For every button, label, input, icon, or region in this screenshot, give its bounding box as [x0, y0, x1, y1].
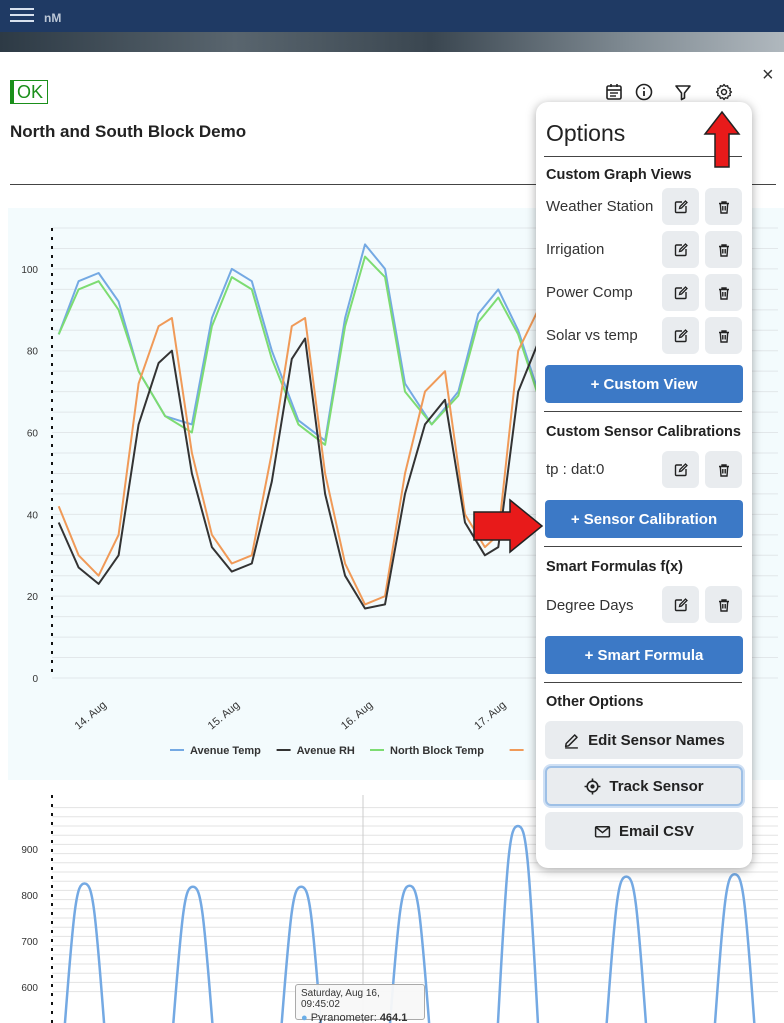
- brand-label: nM: [44, 11, 62, 25]
- calendar-icon[interactable]: [604, 82, 624, 102]
- section-rule-2: [544, 546, 742, 547]
- status-badge: OK: [10, 80, 49, 104]
- add-sensor-calibration-button[interactable]: + Sensor Calibration: [545, 500, 743, 538]
- trash-icon: [718, 243, 729, 257]
- x-tick-label: 17. Aug: [472, 699, 508, 732]
- y-tick-label: 60: [27, 429, 39, 440]
- delete-weather-station-button[interactable]: [705, 188, 742, 225]
- edit-icon: [674, 462, 688, 476]
- graph-view-solar-vs-temp[interactable]: Solar vs temp: [546, 327, 638, 344]
- add-smart-formula-button[interactable]: + Smart Formula: [545, 636, 743, 674]
- envelope-icon: [594, 825, 611, 838]
- section-rule-3: [544, 682, 742, 683]
- options-title-rule: [544, 156, 742, 157]
- email-csv-button[interactable]: Email CSV: [545, 812, 743, 850]
- trash-icon: [718, 200, 729, 214]
- graph-view-power-comp[interactable]: Power Comp: [546, 284, 633, 301]
- graph-view-irrigation[interactable]: Irrigation: [546, 241, 605, 258]
- series-dot-icon: ●: [301, 1012, 308, 1023]
- edit-icon: [674, 597, 688, 611]
- hero-image: [0, 32, 784, 52]
- series-line: [172, 885, 214, 1023]
- tooltip-series-label: Pyranometer:: [310, 1012, 377, 1023]
- edit-icon: [674, 199, 688, 213]
- y-tick-label: 40: [27, 510, 39, 521]
- y-tick-label: 700: [21, 937, 38, 948]
- delete-solar-vs-temp-button[interactable]: [705, 317, 742, 354]
- trash-icon: [718, 329, 729, 343]
- filter-icon[interactable]: [673, 82, 693, 102]
- y-tick-label: 100: [21, 265, 38, 276]
- hamburger-menu-icon[interactable]: [10, 4, 34, 24]
- edit-solar-vs-temp-button[interactable]: [662, 317, 699, 354]
- x-tick-label: 15. Aug: [206, 699, 242, 732]
- delete-calibration-button[interactable]: [705, 451, 742, 488]
- tooltip-value: 464.1: [379, 1012, 408, 1023]
- series-line: [713, 873, 756, 1023]
- options-title: Options: [546, 120, 626, 146]
- delete-irrigation-button[interactable]: [705, 231, 742, 268]
- trash-icon: [718, 463, 729, 477]
- gear-icon[interactable]: [714, 82, 734, 102]
- options-panel: Options Custom Graph Views Weather Stati…: [536, 102, 752, 868]
- chart-tooltip: Saturday, Aug 16, 09:45:02 ● Pyranometer…: [295, 984, 425, 1023]
- title-divider: [10, 184, 776, 185]
- red-arrow-right-icon: [473, 498, 544, 554]
- info-icon[interactable]: [634, 82, 654, 102]
- calibration-item[interactable]: tp : dat:0: [546, 461, 605, 478]
- x-tick-label: 14. Aug: [73, 699, 109, 732]
- tooltip-value-row: ● Pyranometer: 464.1: [301, 1012, 419, 1023]
- delete-degree-days-button[interactable]: [705, 586, 742, 623]
- add-custom-view-button[interactable]: + Custom View: [545, 365, 743, 403]
- red-arrow-up-icon: [703, 110, 741, 168]
- series-line: [388, 884, 431, 1023]
- series-line: [496, 824, 540, 1023]
- formula-item-degree-days[interactable]: Degree Days: [546, 597, 634, 614]
- section-custom-graph-views: Custom Graph Views: [546, 167, 692, 183]
- x-tick-label: 16. Aug: [339, 699, 375, 732]
- edit-icon: [674, 285, 688, 299]
- graph-view-weather-station[interactable]: Weather Station: [546, 198, 654, 215]
- top-bar: nM: [0, 0, 784, 32]
- legend-label: North Block Temp: [390, 745, 484, 757]
- edit-calibration-button[interactable]: [662, 451, 699, 488]
- section-rule-1: [544, 411, 742, 412]
- edit-irrigation-button[interactable]: [662, 231, 699, 268]
- edit-power-comp-button[interactable]: [662, 274, 699, 311]
- edit-weather-station-button[interactable]: [662, 188, 699, 225]
- trash-icon: [718, 598, 729, 612]
- close-icon[interactable]: ×: [762, 64, 774, 86]
- edit-icon: [674, 242, 688, 256]
- section-other-options: Other Options: [546, 694, 644, 710]
- edit-sensor-names-label: Edit Sensor Names: [588, 731, 725, 749]
- series-line: [280, 885, 322, 1023]
- edit-icon: [674, 328, 688, 342]
- y-tick-label: 0: [32, 674, 38, 685]
- track-sensor-label: Track Sensor: [609, 777, 704, 795]
- tooltip-date: Saturday, Aug 16, 09:45:02: [301, 988, 380, 1010]
- track-sensor-button[interactable]: Track Sensor: [545, 766, 743, 806]
- edit-sensor-names-button[interactable]: Edit Sensor Names: [545, 721, 743, 759]
- target-icon: [584, 778, 601, 794]
- section-custom-sensor-calibrations: Custom Sensor Calibrations: [546, 424, 741, 440]
- legend-label: Avenue Temp: [190, 745, 261, 757]
- y-tick-label: 900: [21, 845, 38, 856]
- series-line: [605, 875, 648, 1023]
- section-smart-formulas: Smart Formulas f(x): [546, 559, 683, 575]
- y-tick-label: 800: [21, 891, 38, 902]
- series-line: [63, 882, 106, 1023]
- page-title: North and South Block Demo: [10, 122, 247, 141]
- y-tick-label: 20: [27, 592, 39, 603]
- email-csv-label: Email CSV: [618, 822, 695, 840]
- y-tick-label: 80: [27, 347, 39, 358]
- y-tick-label: 600: [21, 983, 38, 994]
- trash-icon: [718, 286, 729, 300]
- legend-label: Avenue RH: [297, 745, 355, 757]
- pencil-icon: [565, 733, 579, 749]
- delete-power-comp-button[interactable]: [705, 274, 742, 311]
- edit-degree-days-button[interactable]: [662, 586, 699, 623]
